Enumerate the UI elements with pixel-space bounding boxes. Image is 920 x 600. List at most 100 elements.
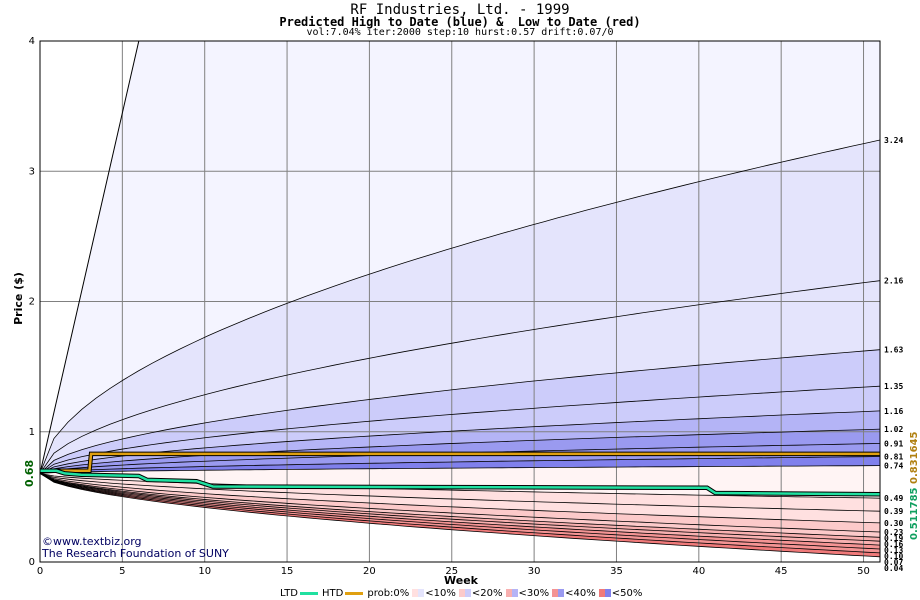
- low-curve-2: [39, 473, 881, 524]
- x-tick-label: 0: [37, 566, 43, 577]
- x-tick-label: 20: [363, 566, 376, 577]
- x-tick-label: 15: [281, 566, 294, 577]
- legend-htd: HTD: [322, 588, 365, 599]
- high-band-8: [40, 456, 880, 474]
- high-curve-7: [39, 456, 881, 474]
- percentile-label: 0.39: [884, 507, 903, 516]
- legend-band-20: <20%: [458, 588, 503, 599]
- credit-site: ©www.textbiz.org: [42, 535, 142, 548]
- low-curve-4: [39, 473, 881, 538]
- percentile-label: 3.24: [884, 136, 903, 145]
- y-axis-label: Price ($): [11, 272, 25, 325]
- low-band-2: [40, 473, 880, 523]
- y-tick-label: 1: [29, 427, 35, 438]
- percentile-label: 1.16: [884, 407, 903, 416]
- plot-border: [39, 40, 881, 563]
- x-tick-label: 35: [610, 566, 623, 577]
- high-band-7: [40, 443, 880, 474]
- start-price-label: 0.68: [23, 460, 36, 487]
- low-curve-8: [39, 473, 881, 554]
- percentile-label: 0.23: [884, 528, 903, 537]
- x-tick-label: 50: [857, 566, 870, 577]
- x-axis-label: Week: [444, 574, 478, 587]
- high-curve-8: [39, 465, 881, 474]
- legend-band-30-swatch: [505, 589, 518, 597]
- percentile-label: 0.49: [884, 494, 903, 503]
- high-curve-4: [39, 410, 881, 474]
- x-tick-label: 30: [528, 566, 541, 577]
- high-curve-0: [39, 139, 881, 474]
- percentile-label: 1.35: [884, 382, 903, 391]
- low-curve-5: [39, 473, 881, 542]
- high-curve-5: [39, 428, 881, 474]
- legend-prob: prob:0%: [367, 588, 409, 599]
- high-curve-2: [39, 349, 881, 474]
- legend-band-50-label: <50%: [611, 587, 643, 599]
- ltd-final-value: 0.511785: [909, 487, 920, 540]
- percentile-label: 0.04: [884, 564, 903, 573]
- low-band-0: [40, 465, 880, 499]
- legend-band-10-swatch: [412, 589, 425, 597]
- high-band-0: [40, 41, 880, 474]
- low-curve-7: [39, 473, 881, 550]
- legend: LTD HTD prob:0% <10% <20% <30% <40% <50%: [280, 587, 644, 599]
- legend-band-50: <50%: [598, 587, 643, 599]
- y-tick-label: 4: [29, 36, 35, 47]
- percentile-label: 2.16: [884, 277, 903, 286]
- percentile-label: 0.19: [884, 534, 903, 543]
- legend-htd-swatch: [345, 591, 364, 595]
- low-curve-9: [39, 473, 881, 558]
- low-band-3: [40, 473, 880, 532]
- y-tick-label: 3: [29, 166, 35, 177]
- high-band-1: [40, 140, 880, 474]
- legend-band-30-label: <30%: [518, 587, 550, 599]
- low-band-1: [40, 473, 880, 512]
- legend-band-40-swatch: [552, 589, 565, 597]
- x-tick-label: 25: [445, 566, 458, 577]
- percentile-label: 0.30: [884, 519, 903, 528]
- high-band-4: [40, 386, 880, 474]
- legend-htd-label: HTD: [322, 587, 344, 599]
- low-curve-1: [39, 473, 881, 512]
- legend-band-40-label: <40%: [565, 587, 596, 599]
- x-tick-label: 45: [775, 566, 788, 577]
- simulation-params: vol:7.04% iter:2000 step:10 hurst:0.57 d…: [306, 27, 614, 38]
- outer-high-line: [39, 40, 140, 474]
- legend-band-50-swatch: [598, 589, 611, 597]
- legend-band-20-label: <20%: [471, 587, 503, 599]
- x-tick-label: 5: [119, 566, 125, 577]
- y-tick-label: 0: [29, 557, 35, 568]
- legend-band-40: <40%: [551, 588, 596, 599]
- low-curve-6: [39, 473, 881, 546]
- high-band-3: [40, 349, 880, 474]
- y-tick-label: 2: [29, 297, 35, 308]
- legend-ltd-label: LTD: [280, 587, 299, 599]
- percentile-label: 0.07: [884, 558, 903, 567]
- legend-ltd: LTD: [280, 588, 320, 599]
- low-band-4: [40, 473, 880, 538]
- legend-band-10-label: <10%: [425, 587, 456, 599]
- legend-band-20-swatch: [458, 589, 471, 597]
- percentile-label: 1.02: [884, 425, 903, 434]
- legend-ltd-swatch: [300, 591, 319, 595]
- series-ltd-line: [40, 469, 881, 496]
- chart-title: RF Industries, Ltd. - 1999: [350, 2, 570, 18]
- percentile-label: 0.13: [884, 546, 903, 555]
- credit-org: The Research Foundation of SUNY: [42, 547, 229, 560]
- legend-band-10: <10%: [411, 588, 456, 599]
- copyright-icon: ©: [42, 535, 53, 548]
- x-tick-label: 40: [692, 566, 705, 577]
- legend-prob-label: prob:0%: [367, 587, 410, 599]
- low-band-7: [40, 473, 880, 549]
- high-curve-1: [39, 280, 881, 474]
- percentile-label: 0.74: [884, 462, 903, 471]
- htd-final-value: 0.831645: [909, 431, 920, 484]
- low-band-6: [40, 473, 880, 546]
- high-band-2: [40, 280, 880, 474]
- high-band-6: [40, 429, 880, 474]
- x-tick-label: 10: [198, 566, 211, 577]
- legend-band-30: <30%: [505, 587, 550, 599]
- low-curve-3: [39, 473, 881, 533]
- percentile-label: 0.10: [884, 552, 903, 561]
